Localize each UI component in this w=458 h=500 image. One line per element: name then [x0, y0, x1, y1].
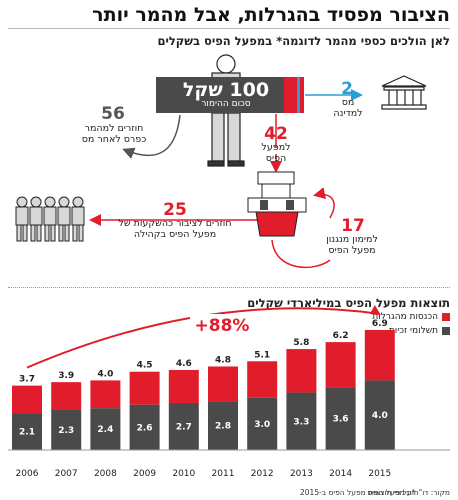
payout-label: 2.3 — [58, 426, 74, 436]
sign-amount: 100 שקל — [182, 79, 270, 101]
title-rule — [8, 28, 450, 29]
total-label: 4.5 — [137, 361, 153, 371]
legend-payouts: תשלומי זכיות — [389, 326, 450, 336]
footer-source: מקור: דו"חות מפעל הפיס — [367, 488, 450, 497]
year-label: 2012 — [251, 469, 274, 479]
bar-revenue — [51, 382, 82, 410]
total-label: 6.2 — [333, 331, 349, 341]
lottery-value: 42 — [264, 124, 288, 144]
total-label: 3.9 — [58, 371, 74, 381]
payout-label: 2.1 — [19, 428, 35, 438]
total-label: 6.9 — [372, 319, 388, 329]
year-label: 2007 — [55, 469, 78, 479]
footer-note: *על פי תוצאות מפעל הפיס ב-2015 — [300, 488, 416, 497]
bar-revenue — [286, 349, 317, 393]
growth-arrowhead — [369, 304, 381, 315]
bet-sign — [156, 77, 304, 113]
arrow-operations — [313, 187, 335, 219]
payout-label: 4.0 — [372, 411, 388, 421]
year-label: 2009 — [133, 469, 156, 479]
payout-label: 3.0 — [254, 420, 270, 430]
bar-payouts — [90, 408, 121, 450]
operations-value: 17 — [341, 216, 365, 236]
curve-operations — [271, 239, 331, 269]
total-label: 4.0 — [97, 369, 113, 379]
growth-label: +88% — [195, 316, 250, 336]
public-value: 25 — [163, 200, 187, 220]
year-label: 2013 — [290, 469, 313, 479]
payout-label: 3.6 — [333, 415, 349, 425]
total-label: 5.8 — [293, 338, 309, 348]
bar-chart: +88% 3.7 2.1 2006 3.9 2.3 2007 4.0 2.4 2008 4.5 2.6… — [8, 304, 450, 479]
operations-label: למימון מנגנון מפעל הפיס — [326, 234, 378, 256]
bar-revenue — [364, 329, 395, 381]
legend-label-payouts: תשלומי זכיות — [388, 326, 438, 336]
year-label: 2015 — [368, 469, 391, 479]
bar-payouts — [364, 380, 395, 450]
state-value: 2 — [341, 79, 353, 99]
payout-label: 2.6 — [137, 423, 153, 433]
payout-label: 2.4 — [97, 425, 113, 435]
bar-payouts — [129, 404, 160, 450]
bar-payouts — [51, 409, 82, 450]
legend-revenue: הכנסות מהגרלות — [372, 312, 450, 322]
bar-revenue — [12, 385, 42, 414]
sign-caption: סכום ההימור — [201, 99, 251, 109]
page-subtitle: לאן הולכים כספי מהמר לדוגמה* במפעל הפיס … — [157, 34, 450, 48]
government-building-icon — [381, 75, 427, 110]
bar-payouts — [168, 403, 199, 450]
year-label: 2011 — [212, 469, 235, 479]
year-label: 2014 — [329, 469, 352, 479]
total-label: 5.1 — [254, 350, 270, 360]
legend-swatch-payouts — [442, 327, 450, 335]
flow-diagram — [15, 54, 427, 269]
payout-label: 2.7 — [176, 423, 192, 433]
bar-revenue — [247, 361, 278, 398]
bar-revenue — [208, 366, 238, 402]
lottery-box-icon — [247, 171, 307, 237]
arrow-to-bettor — [122, 114, 181, 159]
returned-label: חוזרים למהמר כפרס לאחר מס — [81, 123, 147, 145]
total-label: 4.8 — [215, 355, 231, 365]
page-title: הציבור מפסיד בהגרלות, אבל מהמר יותר — [92, 4, 450, 26]
lottery-label: למפעל הפיס — [261, 142, 291, 164]
bar-revenue — [129, 371, 160, 405]
year-label: 2008 — [94, 469, 117, 479]
year-label: 2010 — [172, 469, 195, 479]
bar-revenue — [90, 380, 121, 409]
public-label: חוזרים לציבור כהשקעות של מפעל הפיס בקהיל… — [118, 218, 232, 240]
returned-value: 56 — [101, 104, 125, 124]
year-label: 2006 — [16, 469, 39, 479]
legend-swatch-revenue — [442, 313, 450, 321]
bar-revenue — [325, 342, 356, 388]
bar-payouts — [286, 392, 317, 450]
crowd-icon — [15, 196, 85, 242]
total-label: 3.7 — [19, 375, 35, 385]
bar-payouts — [325, 387, 356, 450]
growth-label-bg — [190, 314, 254, 336]
total-label: 4.6 — [176, 359, 192, 369]
chart-title: תוצאות מפעל הפיס במיליארדי שקלים — [247, 296, 450, 310]
payout-label: 2.8 — [215, 422, 231, 432]
bar-payouts — [208, 401, 238, 450]
payout-label: 3.3 — [293, 417, 309, 427]
legend-label-revenue: הכנסות מהגרלות — [372, 312, 438, 322]
bar-revenue — [168, 369, 199, 404]
state-label: מס למדינה — [333, 97, 363, 119]
bar-payouts — [247, 397, 278, 450]
section-divider — [8, 287, 450, 288]
bar-payouts — [12, 413, 42, 450]
